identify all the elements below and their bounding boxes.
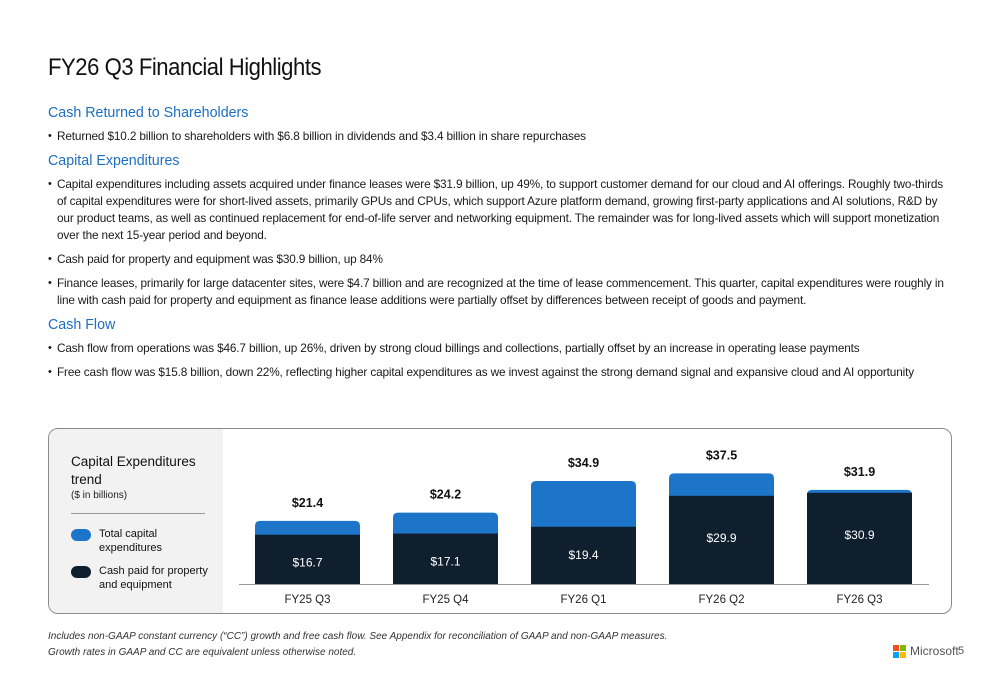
bullet-item: Free cash flow was $15.8 billion, down 2… [48,364,953,381]
bar-cash-paid [531,526,636,584]
section-heading-capex: Capital Expenditures [48,152,180,169]
capex-bar-chart: $21.4 $16.7 FY25 Q3 $24.2 $17.1 FY25 Q4 $34.9 $… [239,448,929,606]
data-label-cash-paid: $30.9 [844,528,874,542]
capex-chart-panel: Capital Expenditures trend ($ in billion… [48,428,952,614]
cash-flow-list: Cash flow from operations was $46.7 bill… [48,340,953,381]
legend-label-cash-paid: Cash paid for property and equipment [99,565,208,591]
bullet-item: Capital expenditures including assets ac… [48,176,953,244]
chart-subtitle: ($ in billions) [71,490,128,501]
x-tick-label: FY26 Q3 [836,594,882,606]
data-label-cash-paid: $16.7 [292,556,322,570]
legend-item-total-capex: Total capital expenditures [71,527,219,555]
data-label-cash-paid: $29.9 [706,531,736,545]
section-heading-cash-returned: Cash Returned to Shareholders [48,104,249,121]
data-label-total-capex: $21.4 [292,496,323,510]
bar-cash-paid [669,495,774,584]
data-label-total-capex: $24.2 [430,488,461,502]
legend-swatch-cash-paid [71,566,91,578]
x-tick-label: FY25 Q3 [284,594,330,606]
bullet-item: Cash flow from operations was $46.7 bill… [48,340,953,357]
section-heading-cash-flow: Cash Flow [48,316,116,333]
bullet-item: Cash paid for property and equipment was… [48,251,953,268]
highlights-content: Cash Returned to Shareholders Returned $… [48,104,953,388]
bullet-item: Returned $10.2 billion to shareholders w… [48,128,953,145]
chart-title: Capital Expenditures trend [71,454,196,487]
legend-divider [71,513,205,514]
footnote: Includes non-GAAP constant currency (“CC… [48,629,667,661]
footnote-line-2: Growth rates in GAAP and CC are equivale… [48,647,357,658]
legend-swatch-total-capex [71,529,91,541]
page-number: 5 [958,645,965,657]
microsoft-logo-icon [893,644,906,658]
data-label-total-capex: $31.9 [844,465,875,479]
footnote-line-1: Includes non-GAAP constant currency (“CC… [48,631,668,642]
legend-label-total-capex: Total capital expenditures [99,528,162,554]
x-tick-label: FY26 Q2 [698,594,744,606]
data-label-cash-paid: $19.4 [568,548,598,562]
x-tick-label: FY25 Q4 [422,594,469,606]
chart-legend-pane: Capital Expenditures trend ($ in billion… [49,429,223,613]
capex-list: Capital expenditures including assets ac… [48,176,953,309]
data-label-cash-paid: $17.1 [430,555,460,569]
microsoft-logo: Microsoft [893,644,959,658]
bullet-item: Finance leases, primarily for large data… [48,275,953,309]
x-tick-label: FY26 Q1 [560,594,606,606]
cash-returned-list: Returned $10.2 billion to shareholders w… [48,128,953,145]
data-label-total-capex: $37.5 [706,448,737,462]
bar-cash-paid [255,534,360,584]
bar-cash-paid [393,533,498,584]
bar-cash-paid [807,492,912,584]
page-title: FY26 Q3 Financial Highlights [48,54,322,81]
data-label-total-capex: $34.9 [568,456,599,470]
microsoft-wordmark: Microsoft [910,644,959,658]
legend-item-cash-paid: Cash paid for property and equipment [71,564,219,592]
